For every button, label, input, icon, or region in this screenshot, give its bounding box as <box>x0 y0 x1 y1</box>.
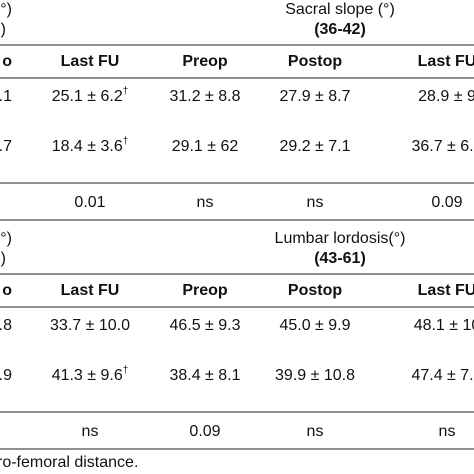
footnote-mark: † <box>123 136 129 147</box>
p-value: ns <box>82 423 99 440</box>
cell-value: 39.9 ± 10.8 <box>275 367 355 384</box>
column-header: Postop <box>288 53 342 70</box>
cell: 28.9 ± 9 <box>418 88 474 105</box>
cell: 38.4 ± 8.1 <box>169 367 240 384</box>
cell: 29.2 ± 7.1 <box>279 138 350 155</box>
cell-value: 33.7 ± 10.0 <box>50 317 130 334</box>
cell: 45.0 ± 9.9 <box>279 317 350 334</box>
cell: 36.7 ± 6.5 <box>411 138 474 155</box>
left-range: ) <box>1 21 6 38</box>
footnote-mark: † <box>123 86 129 97</box>
column-header: o <box>2 53 12 70</box>
p-value: ns <box>307 194 324 211</box>
cell-value: 18.4 ± 3.6 <box>52 138 123 155</box>
p-value: ns <box>439 423 456 440</box>
cell: 47.4 ± 7.5 <box>411 367 474 384</box>
column-header: Preop <box>182 282 228 299</box>
cell: 25.1 ± 6.2† <box>52 86 129 105</box>
group-title: Sacral slope (°) <box>285 1 395 18</box>
column-header: Last FU <box>61 53 120 70</box>
cell-value: 48.1 ± 10 <box>414 317 474 334</box>
cell: 48.1 ± 10 <box>414 317 474 334</box>
cell: 46.5 ± 9.3 <box>169 317 240 334</box>
footnote-mark: † <box>123 365 129 376</box>
group-title: Lumbar lordosis(°) <box>275 230 406 247</box>
left-title: t(°) <box>0 1 12 18</box>
left-range: ) <box>1 250 6 267</box>
cell: .7 <box>0 138 12 155</box>
p-value: 0.01 <box>74 194 105 211</box>
cell-value: 25.1 ± 6.2 <box>52 88 123 105</box>
p-value: 0.09 <box>431 194 462 211</box>
cell-value: 27.9 ± 8.7 <box>279 88 350 105</box>
column-header: Last FU <box>418 53 474 70</box>
group-range: (43-61) <box>314 250 366 267</box>
cell-value: 28.9 ± 9 <box>418 88 474 105</box>
column-header: Postop <box>288 282 342 299</box>
column-header: Last FU <box>61 282 120 299</box>
column-header: Preop <box>182 53 228 70</box>
cell-value: 47.4 ± 7.5 <box>411 367 474 384</box>
cell: 39.9 ± 10.8 <box>275 367 355 384</box>
cell: .9 <box>0 367 12 384</box>
cell-value: .8 <box>0 317 12 334</box>
p-value: 0.09 <box>189 423 220 440</box>
left-title: phosis(°) <box>0 230 12 247</box>
cell-value: .7 <box>0 138 12 155</box>
cell-value: 46.5 ± 9.3 <box>169 317 240 334</box>
cell: 18.4 ± 3.6† <box>52 136 129 155</box>
column-header: Last FU <box>418 282 474 299</box>
cell: 41.3 ± 9.6† <box>52 365 129 384</box>
group-range: (36-42) <box>314 21 366 38</box>
cell-value: 29.1 ± 62 <box>172 138 239 155</box>
cell: .8 <box>0 317 12 334</box>
column-header: o <box>2 282 12 299</box>
cell: 27.9 ± 8.7 <box>279 88 350 105</box>
footnote: ro-femoral distance. <box>0 454 138 471</box>
cell-value: 41.3 ± 9.6 <box>52 367 123 384</box>
cell-value: .1 <box>0 88 12 105</box>
cell-value: 31.2 ± 8.8 <box>169 88 240 105</box>
cell-value: 45.0 ± 9.9 <box>279 317 350 334</box>
cell: 33.7 ± 10.0 <box>50 317 130 334</box>
cell: 29.1 ± 62 <box>172 138 239 155</box>
cell: .1 <box>0 88 12 105</box>
p-value: ns <box>197 194 214 211</box>
cell-value: 29.2 ± 7.1 <box>279 138 350 155</box>
cell-value: 36.7 ± 6.5 <box>411 138 474 155</box>
cell-value: 38.4 ± 8.1 <box>169 367 240 384</box>
cell: 31.2 ± 8.8 <box>169 88 240 105</box>
cell-value: .9 <box>0 367 12 384</box>
p-value: ns <box>307 423 324 440</box>
